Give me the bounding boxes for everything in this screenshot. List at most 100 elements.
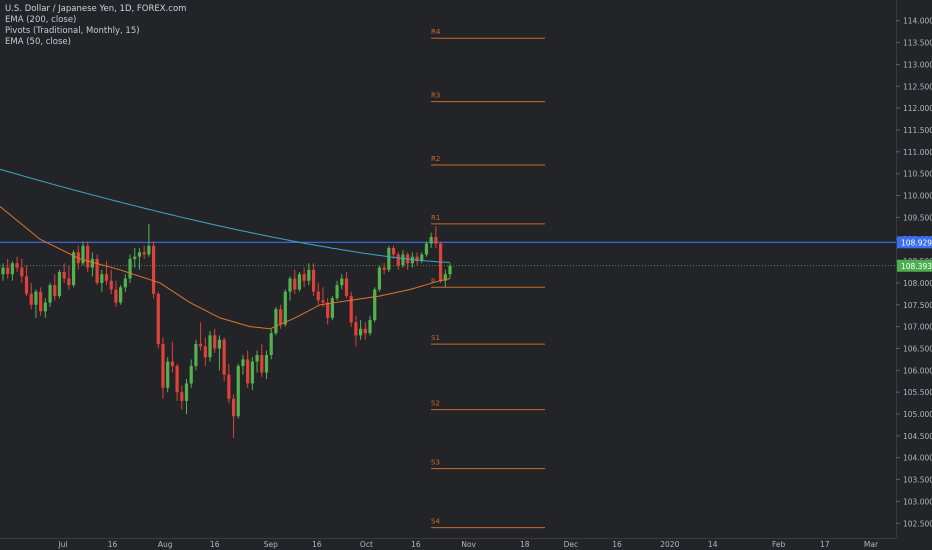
candle-body[interactable] (424, 243, 429, 255)
candle-body[interactable] (288, 278, 292, 292)
candle-body[interactable] (71, 252, 76, 286)
candle-body[interactable] (321, 300, 325, 303)
candle-body[interactable] (34, 291, 38, 305)
candle-body[interactable] (81, 245, 85, 264)
candle-body[interactable] (335, 285, 339, 299)
candle-body[interactable] (184, 383, 189, 401)
candle-body[interactable] (104, 274, 109, 281)
candle-body[interactable] (283, 291, 287, 325)
candle-body[interactable] (297, 274, 302, 290)
candle-body[interactable] (10, 263, 15, 275)
candle-body[interactable] (236, 365, 240, 417)
candle-body[interactable] (396, 254, 400, 266)
candle-body[interactable] (142, 252, 146, 255)
candle-body[interactable] (57, 272, 62, 297)
candle-body[interactable] (128, 258, 132, 279)
candle-body[interactable] (62, 272, 66, 279)
candle-body[interactable] (264, 355, 269, 373)
candle-body[interactable] (359, 328, 363, 336)
candle-body[interactable] (391, 247, 396, 255)
candle-body[interactable] (316, 291, 320, 301)
candle-body[interactable] (123, 278, 127, 288)
candle-body[interactable] (354, 322, 358, 336)
candle-body[interactable] (100, 274, 104, 283)
candle-body[interactable] (156, 293, 160, 345)
candle-body[interactable] (434, 237, 438, 244)
candle-body[interactable] (363, 328, 367, 334)
candle-body[interactable] (420, 254, 424, 262)
candle-body[interactable] (95, 258, 99, 283)
candle-body[interactable] (137, 252, 142, 257)
candle-body[interactable] (311, 269, 316, 292)
candle-body[interactable] (180, 392, 184, 401)
candle-body[interactable] (48, 285, 52, 303)
candle-body[interactable] (170, 361, 174, 366)
candle-body[interactable] (387, 247, 391, 270)
candle-body[interactable] (119, 287, 123, 303)
candle-body[interactable] (20, 267, 24, 277)
candle-body[interactable] (90, 258, 94, 268)
candle-body[interactable] (344, 278, 349, 297)
candle-body[interactable] (340, 278, 344, 286)
candle-body[interactable] (161, 344, 165, 388)
candle-body[interactable] (1, 267, 5, 275)
candle-body[interactable] (255, 355, 259, 362)
candle-body[interactable] (166, 361, 170, 388)
candle-body[interactable] (194, 344, 198, 366)
candle-body[interactable] (151, 245, 156, 294)
candle-body[interactable] (208, 335, 212, 358)
candle-body[interactable] (189, 365, 193, 384)
legend-ema200[interactable]: EMA (200, close) (5, 15, 77, 25)
candle-body[interactable] (382, 267, 386, 270)
candle-body[interactable] (401, 254, 405, 266)
candle-body[interactable] (39, 291, 43, 312)
candle-body[interactable] (109, 280, 113, 290)
candle-body[interactable] (24, 276, 29, 294)
candle-body[interactable] (53, 285, 57, 297)
candle-body[interactable] (279, 309, 283, 325)
candle-body[interactable] (330, 298, 334, 318)
candle-body[interactable] (133, 256, 137, 259)
candle-body[interactable] (213, 335, 217, 349)
candle-body[interactable] (274, 309, 278, 334)
candle-body[interactable] (302, 274, 306, 281)
candle-body[interactable] (429, 237, 433, 244)
candle-body[interactable] (443, 274, 447, 281)
candle-body[interactable] (217, 339, 222, 349)
legend-pivots[interactable]: Pivots (Traditional, Monthly, 15) (5, 26, 140, 36)
candle-body[interactable] (260, 355, 264, 373)
candle-body[interactable] (147, 245, 151, 255)
candle-body[interactable] (410, 256, 414, 264)
candle-body[interactable] (43, 302, 47, 312)
candle-body[interactable] (199, 344, 203, 347)
legend-ema50[interactable]: EMA (50, close) (5, 37, 71, 47)
candle-body[interactable] (326, 302, 330, 318)
candle-body[interactable] (246, 359, 250, 384)
candle-body[interactable] (368, 320, 372, 334)
candle-body[interactable] (222, 339, 226, 375)
candle-body[interactable] (349, 296, 353, 323)
candle-body[interactable] (175, 365, 179, 393)
candle-body[interactable] (415, 256, 419, 262)
candle-body[interactable] (377, 267, 382, 290)
candle-body[interactable] (15, 263, 19, 268)
candle-body[interactable] (203, 346, 207, 358)
candle-body[interactable] (86, 245, 90, 268)
x-tick-label: 18 (520, 540, 530, 549)
candle-body[interactable] (227, 374, 231, 399)
candle-body[interactable] (307, 269, 311, 281)
candle-body[interactable] (373, 289, 377, 321)
candle-body[interactable] (67, 278, 71, 286)
candle-body[interactable] (269, 333, 273, 356)
candle-body[interactable] (6, 267, 10, 275)
candle-body[interactable] (250, 361, 254, 384)
x-tick-label: 14 (708, 540, 718, 549)
candle-body[interactable] (241, 359, 245, 366)
candle-body[interactable] (448, 265, 452, 275)
candle-body[interactable] (293, 278, 297, 290)
legend-title: U.S. Dollar / Japanese Yen, 1D, FOREX.co… (5, 4, 187, 14)
candle-body[interactable] (114, 289, 118, 303)
candle-body[interactable] (231, 398, 236, 417)
candle-body[interactable] (29, 293, 33, 305)
